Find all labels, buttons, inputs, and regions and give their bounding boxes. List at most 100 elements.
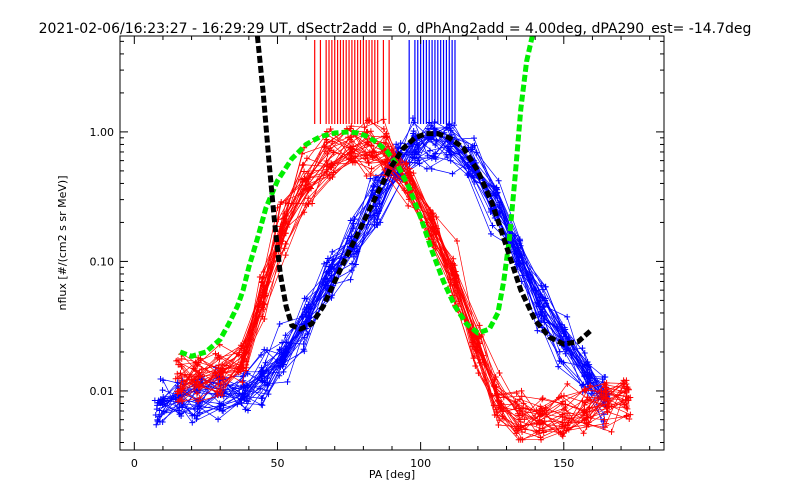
red-point <box>495 421 502 428</box>
blue-point <box>219 407 226 414</box>
blue-point <box>281 352 288 359</box>
red-point <box>626 416 633 422</box>
red-point <box>362 149 369 156</box>
red-point <box>472 334 479 341</box>
blue-point <box>496 199 503 206</box>
red-point <box>284 223 291 230</box>
red-point <box>363 173 370 180</box>
blue-point <box>415 144 422 151</box>
blue-point <box>538 282 545 289</box>
blue-trace <box>162 151 609 412</box>
red-point <box>300 161 307 168</box>
blue-point <box>261 346 268 353</box>
blue-point <box>489 222 496 229</box>
blue-point <box>515 253 522 260</box>
red-point <box>513 389 520 396</box>
y-tick-label: 0.01 <box>90 385 115 398</box>
red-point <box>365 139 372 146</box>
red-point <box>301 168 308 175</box>
red-point <box>364 117 371 124</box>
blue-point <box>258 364 265 371</box>
blue-point <box>152 411 159 418</box>
red-point <box>539 395 546 402</box>
blue-point <box>369 187 376 194</box>
blue-point <box>516 240 523 247</box>
blue-point <box>351 216 358 223</box>
red-point <box>496 370 503 377</box>
blue-point <box>196 409 203 416</box>
blue-point <box>602 373 609 380</box>
red-point <box>432 222 439 229</box>
blue-point <box>542 283 549 290</box>
red-point <box>624 405 631 412</box>
blue-point <box>555 363 562 370</box>
blue-point <box>541 302 548 309</box>
blue-point <box>426 119 433 126</box>
blue-point <box>276 320 283 327</box>
blue-point <box>300 346 307 353</box>
red-point <box>380 126 387 133</box>
red-trace <box>180 161 627 441</box>
red-point <box>282 252 289 259</box>
red-point <box>348 123 355 130</box>
green-fit-curve <box>179 36 535 359</box>
red-point <box>258 279 265 286</box>
blue-point <box>242 406 249 413</box>
blue-point <box>376 200 383 207</box>
red-point <box>621 379 628 386</box>
red-point <box>601 424 608 431</box>
blue-point <box>284 378 291 385</box>
red-point <box>603 395 610 402</box>
red-point <box>564 380 571 387</box>
red-point <box>321 143 328 150</box>
blue-point <box>303 309 310 316</box>
red-point <box>175 361 182 368</box>
red-point <box>192 368 199 375</box>
red-point <box>410 170 417 177</box>
blue-point <box>304 330 311 337</box>
red-point <box>536 427 543 434</box>
red-point <box>174 370 181 377</box>
blue-trace <box>163 137 607 413</box>
blue-trace <box>160 132 604 393</box>
blue-point <box>581 350 588 357</box>
red-point <box>327 126 334 133</box>
blue-point <box>154 418 161 425</box>
blue-point <box>264 380 271 387</box>
x-tick-label: 100 <box>410 457 431 470</box>
blue-point <box>265 368 272 375</box>
blue-point <box>258 401 265 408</box>
blue-point <box>284 349 291 356</box>
blue-point <box>303 295 310 302</box>
red-point <box>215 352 222 359</box>
red-point <box>581 417 588 424</box>
blue-point <box>411 151 418 158</box>
red-point <box>364 128 371 135</box>
fit-curves <box>179 36 595 359</box>
red-point <box>368 165 375 172</box>
axes: 0 50 100 150 0.01 0.10 1.00 <box>90 36 664 470</box>
red-point <box>517 418 524 425</box>
blue-point <box>446 145 453 152</box>
red-trace <box>178 129 622 433</box>
red-point <box>352 159 359 166</box>
blue-point <box>585 375 592 382</box>
red-point <box>540 429 547 436</box>
red-point <box>192 359 199 366</box>
red-point <box>433 214 440 221</box>
blue-point <box>329 248 336 255</box>
red-point <box>497 405 504 412</box>
red-point <box>223 362 230 369</box>
red-point <box>381 158 388 165</box>
red-trace <box>178 142 626 433</box>
red-point <box>282 241 289 248</box>
blue-point <box>258 352 265 359</box>
red-point <box>364 155 371 162</box>
red-point <box>369 148 376 155</box>
red-point <box>538 436 545 443</box>
red-point <box>469 343 476 350</box>
blue-point <box>279 357 286 364</box>
red-point <box>600 393 607 400</box>
red-point <box>303 155 310 162</box>
x-tick-label: 50 <box>270 457 284 470</box>
